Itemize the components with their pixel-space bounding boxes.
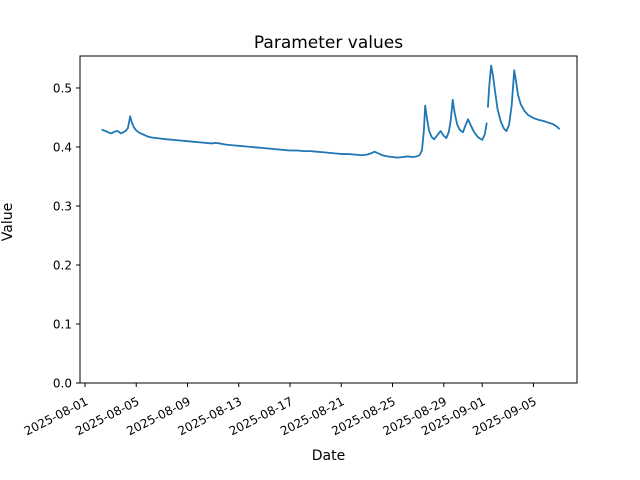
y-tick-label: 0.5 bbox=[53, 81, 72, 95]
chart-title: Parameter values bbox=[253, 33, 404, 53]
plot-border bbox=[79, 55, 578, 384]
data-line bbox=[487, 64, 560, 132]
data-line bbox=[101, 98, 488, 159]
y-tick-label: 0.2 bbox=[53, 258, 72, 272]
y-tick-label: 0.1 bbox=[53, 317, 72, 331]
y-tick-label: 0.3 bbox=[53, 199, 72, 213]
y-tick-label: 0.4 bbox=[53, 140, 72, 154]
x-axis-label: Date bbox=[311, 448, 346, 464]
y-tick-label: 0.0 bbox=[53, 377, 72, 391]
y-axis-label: Value bbox=[0, 202, 16, 242]
